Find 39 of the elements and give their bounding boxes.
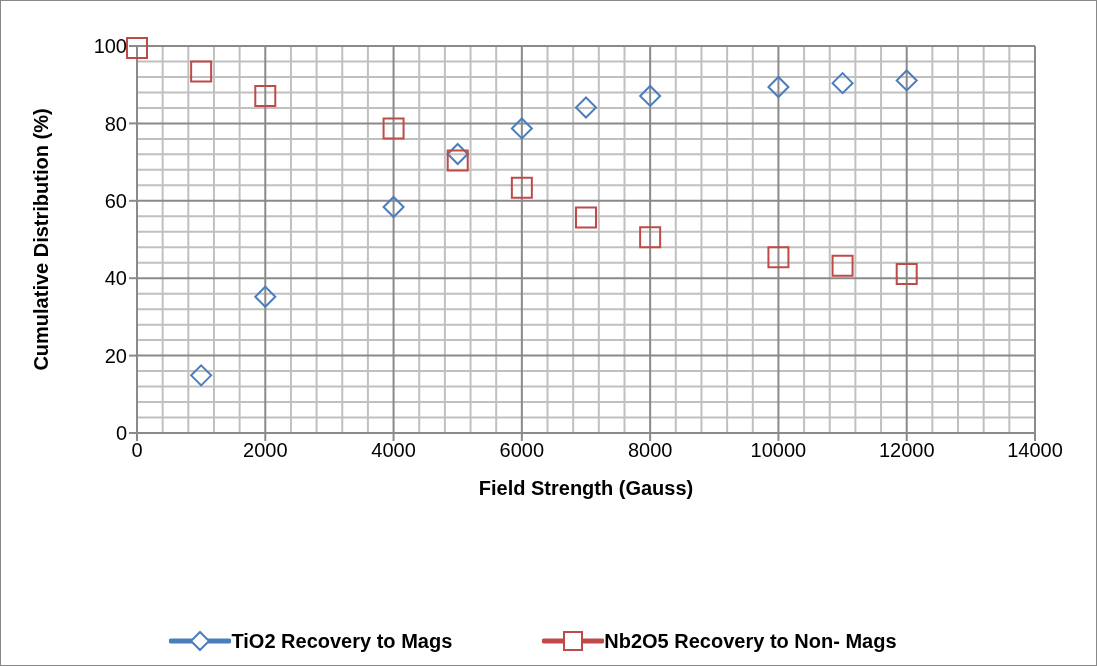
- y-tick-label: 20: [104, 344, 127, 367]
- x-tick-label: 10000: [750, 439, 807, 462]
- point: [895, 69, 918, 92]
- x-tick-label: 4000: [371, 439, 416, 462]
- point: [446, 149, 469, 172]
- point: [446, 142, 469, 165]
- point: [895, 262, 918, 285]
- point: [190, 60, 213, 83]
- legend-label: TiO2 Recovery to Mags: [231, 629, 453, 653]
- point: [575, 96, 597, 119]
- point: [254, 84, 277, 107]
- x-axis-title: Field Strength (Gauss): [478, 477, 694, 499]
- x-tick-label: 14000: [1007, 439, 1063, 462]
- x-tick-label: 12000: [878, 439, 935, 462]
- point: [767, 76, 790, 99]
- point: [639, 226, 662, 249]
- point: [639, 84, 662, 107]
- y-tick-label: 0: [115, 422, 127, 445]
- x-tick-label: 2000: [243, 439, 288, 462]
- point: [510, 176, 533, 199]
- point: [831, 254, 854, 277]
- point: [382, 195, 405, 218]
- point: [254, 285, 277, 308]
- y-tick-label: 100: [93, 35, 127, 58]
- point: [575, 206, 597, 229]
- y-tick-label: 60: [104, 189, 127, 212]
- x-tick-label: 6000: [499, 439, 545, 462]
- point: [190, 364, 213, 387]
- point: [510, 117, 533, 140]
- point: [767, 246, 790, 269]
- legend-label: Nb2O5 Recovery to Non- Mags: [604, 629, 897, 653]
- point: [831, 72, 854, 95]
- y-tick-label: 80: [104, 112, 127, 135]
- y-tick-label: 40: [104, 267, 127, 290]
- y-axis-title: Cumulative Distribution (%): [30, 108, 53, 371]
- point: [126, 36, 148, 59]
- point: [382, 117, 405, 140]
- x-tick-label: 0: [131, 439, 143, 462]
- x-tick-label: 8000: [627, 439, 673, 462]
